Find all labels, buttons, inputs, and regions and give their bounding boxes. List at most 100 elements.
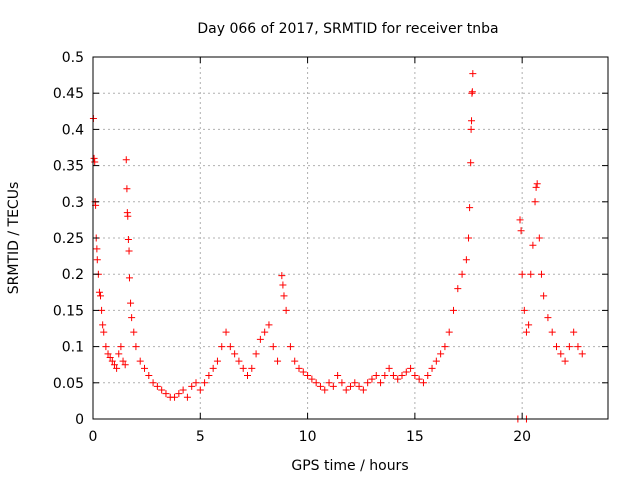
data-point <box>102 343 110 351</box>
data-point <box>125 274 133 282</box>
data-point <box>113 364 121 372</box>
data-point <box>525 321 533 329</box>
data-point <box>201 379 209 387</box>
y-tick-label: 0 <box>75 412 84 428</box>
x-axis-ticks: 0 5 10 15 20 <box>89 57 531 445</box>
data-point <box>516 216 524 224</box>
data-point <box>209 364 217 372</box>
data-point <box>98 306 106 314</box>
data-point <box>544 314 552 322</box>
x-tick-label: 0 <box>89 429 98 445</box>
data-point <box>108 357 116 365</box>
data-point <box>468 88 476 96</box>
data-point <box>441 343 449 351</box>
data-point <box>424 372 432 380</box>
data-point <box>466 204 474 212</box>
data-point <box>183 393 191 401</box>
data-point <box>533 180 541 188</box>
data-point <box>280 292 288 300</box>
data-point <box>407 364 415 372</box>
data-point <box>364 379 372 387</box>
y-tick-label: 0.45 <box>53 86 84 102</box>
data-point <box>329 382 337 390</box>
data-point <box>90 154 98 162</box>
data-point <box>381 372 389 380</box>
data-point <box>136 357 144 365</box>
data-point <box>110 361 118 369</box>
data-point <box>415 375 423 383</box>
data-point <box>553 343 560 351</box>
data-point <box>578 350 586 358</box>
data-point <box>312 379 320 387</box>
data-point <box>261 328 269 336</box>
x-axis-title: GPS time / hours <box>291 458 408 474</box>
data-point <box>91 158 99 166</box>
data-point <box>99 321 107 329</box>
data-point <box>351 379 359 387</box>
data-point <box>188 382 196 390</box>
data-point <box>334 372 342 380</box>
data-point <box>355 382 363 390</box>
data-point <box>445 328 453 336</box>
data-point <box>469 70 477 78</box>
data-point <box>437 350 445 358</box>
data-point <box>175 390 183 398</box>
data-point <box>548 328 556 336</box>
data-point <box>95 288 103 296</box>
data-point <box>274 357 282 365</box>
data-point <box>468 117 476 125</box>
data-point <box>115 350 123 358</box>
data-point <box>532 183 540 191</box>
data-point <box>537 270 545 278</box>
x-tick-label: 5 <box>196 429 205 445</box>
data-point <box>557 350 565 358</box>
data-point <box>377 379 385 387</box>
data-point <box>124 235 132 243</box>
data-point <box>104 350 112 358</box>
data-point <box>316 382 324 390</box>
y-tick-label: 0.5 <box>62 50 84 66</box>
data-point <box>467 159 475 167</box>
data-point <box>97 292 105 300</box>
y-tick-label: 0.35 <box>53 159 84 175</box>
data-point <box>465 234 473 242</box>
plot-frame <box>92 56 609 420</box>
data-point <box>389 372 397 380</box>
data-point <box>462 256 470 264</box>
data-point <box>130 328 138 336</box>
data-point <box>196 386 204 394</box>
data-point <box>93 245 101 253</box>
data-point <box>119 357 127 365</box>
data-point <box>128 314 136 322</box>
data-point <box>252 350 260 358</box>
data-point <box>520 306 528 314</box>
data-point <box>265 321 273 329</box>
data-point <box>325 379 333 387</box>
data-point <box>428 364 436 372</box>
data-point <box>308 375 316 383</box>
data-point <box>304 372 312 380</box>
data-point <box>347 382 354 390</box>
data-point <box>124 212 132 220</box>
y-tick-label: 0.05 <box>53 376 84 392</box>
data-point <box>122 156 130 164</box>
data-point <box>565 343 573 351</box>
data-point <box>127 299 135 307</box>
data-point <box>291 357 299 365</box>
y-tick-label: 0.3 <box>62 195 84 211</box>
data-point <box>368 375 376 383</box>
data-point <box>222 328 230 336</box>
data-point <box>231 350 239 358</box>
data-point <box>279 281 287 289</box>
data-point <box>527 270 535 278</box>
y-tick-label: 0.4 <box>62 122 84 138</box>
data-point <box>359 386 367 394</box>
data-point <box>158 386 166 394</box>
data-point <box>145 372 153 380</box>
data-point <box>321 386 329 394</box>
data-point <box>419 379 427 387</box>
data-points <box>89 70 586 423</box>
y-tick-label: 0.1 <box>62 340 84 356</box>
data-point <box>454 285 462 293</box>
